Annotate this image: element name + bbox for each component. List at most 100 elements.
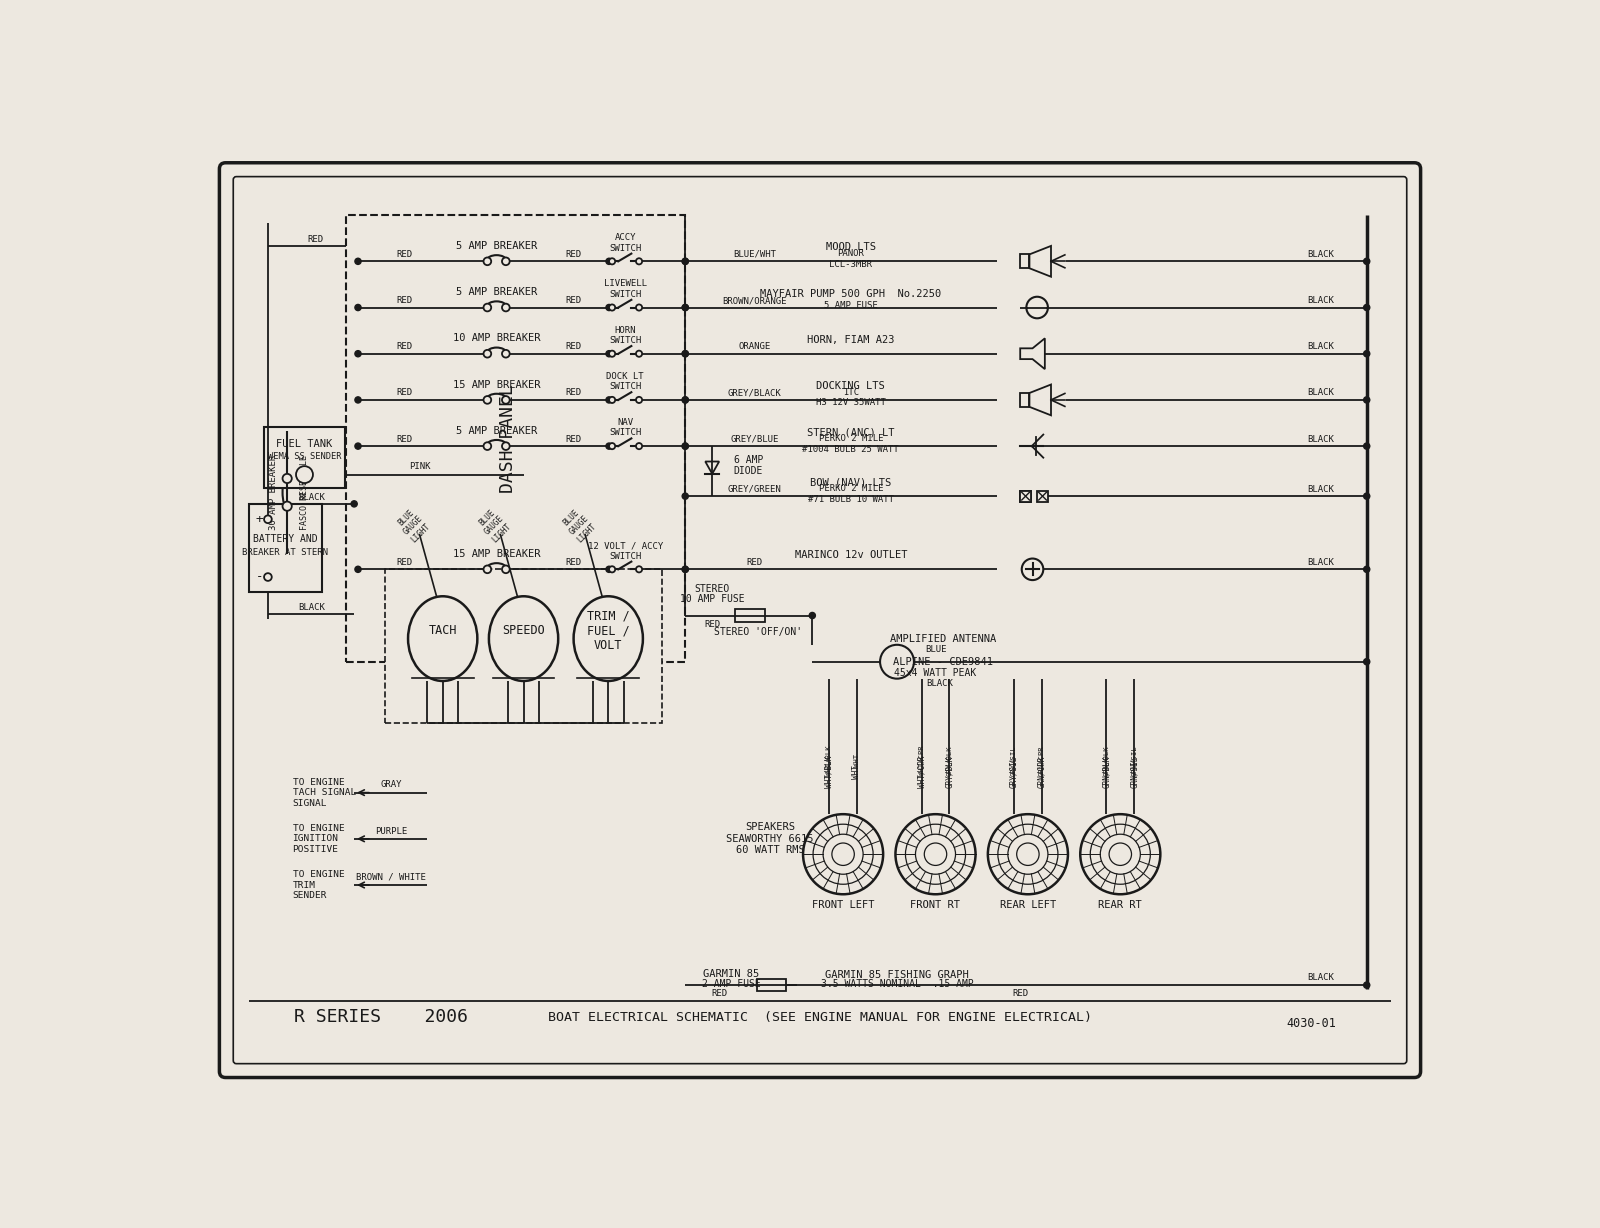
Circle shape <box>635 305 642 311</box>
Text: DOCKING LTS: DOCKING LTS <box>816 381 885 391</box>
Circle shape <box>355 443 362 449</box>
Text: BLACK: BLACK <box>298 494 325 502</box>
Circle shape <box>832 842 854 866</box>
Text: GARMIN 85 FISHING GRAPH: GARMIN 85 FISHING GRAPH <box>826 970 970 980</box>
Text: BOW (NAV) LTS: BOW (NAV) LTS <box>810 478 891 488</box>
Text: GRN/BLK: GRN/BLK <box>1102 755 1110 788</box>
Text: 10 AMP FUSE: 10 AMP FUSE <box>680 593 744 604</box>
Text: PERKO 2 MILE
#71 BULB 10 WATT: PERKO 2 MILE #71 BULB 10 WATT <box>808 484 894 503</box>
Text: PANOR
LCL-3MBR: PANOR LCL-3MBR <box>829 249 872 269</box>
Circle shape <box>1026 297 1048 318</box>
Circle shape <box>1101 834 1141 874</box>
Text: RED: RED <box>397 435 413 443</box>
Circle shape <box>635 258 642 264</box>
Text: HORN, FIAM A23: HORN, FIAM A23 <box>806 335 894 345</box>
Circle shape <box>987 814 1067 894</box>
Text: NAV
SWITCH: NAV SWITCH <box>610 418 642 437</box>
Text: RED: RED <box>565 435 582 443</box>
Circle shape <box>810 613 816 619</box>
Text: TACH: TACH <box>429 624 458 637</box>
Text: 15 AMP BREAKER: 15 AMP BREAKER <box>453 379 541 389</box>
Circle shape <box>1363 258 1370 264</box>
Circle shape <box>502 350 510 357</box>
Text: BLACK: BLACK <box>1307 558 1334 567</box>
Circle shape <box>1363 566 1370 572</box>
Ellipse shape <box>490 597 558 682</box>
Text: BLACK: BLACK <box>1307 388 1334 398</box>
Text: SPEAKERS
SEAWORTHY 6615
60 WATT RMS: SPEAKERS SEAWORTHY 6615 60 WATT RMS <box>726 823 814 856</box>
Circle shape <box>606 566 613 572</box>
Text: REAR LEFT: REAR LEFT <box>1000 900 1056 910</box>
Text: 4030-01: 4030-01 <box>1286 1017 1336 1030</box>
Text: GREY/BLACK: GREY/BLACK <box>728 388 781 398</box>
Circle shape <box>483 442 491 449</box>
Bar <box>1037 491 1048 501</box>
Circle shape <box>502 565 510 573</box>
Text: ORANGE: ORANGE <box>739 343 771 351</box>
Circle shape <box>682 258 688 264</box>
Ellipse shape <box>574 597 643 682</box>
Circle shape <box>606 397 613 403</box>
Polygon shape <box>1029 246 1051 276</box>
Circle shape <box>502 303 510 312</box>
Circle shape <box>283 501 291 511</box>
Circle shape <box>682 443 688 449</box>
Text: MARINCO 12v OUTLET: MARINCO 12v OUTLET <box>795 550 907 560</box>
Text: REAR RT: REAR RT <box>1099 900 1142 910</box>
Circle shape <box>813 824 874 884</box>
Text: BLUE/WHT: BLUE/WHT <box>733 249 776 259</box>
Text: 5 AMP BREAKER: 5 AMP BREAKER <box>456 241 538 251</box>
Circle shape <box>1363 982 1370 989</box>
Bar <box>347 215 685 662</box>
Text: TRIM /
FUEL /
VOLT: TRIM / FUEL / VOLT <box>587 609 630 652</box>
Circle shape <box>606 258 613 264</box>
Text: FRONT RT: FRONT RT <box>910 900 960 910</box>
Bar <box>757 979 786 991</box>
Circle shape <box>635 566 642 572</box>
Circle shape <box>483 350 491 357</box>
Text: WHT: WHT <box>853 765 861 779</box>
Text: 45x4 WATT PEAK: 45x4 WATT PEAK <box>894 668 976 678</box>
Text: GRN/CPR: GRN/CPR <box>1038 745 1045 776</box>
Circle shape <box>502 397 510 404</box>
Circle shape <box>1363 305 1370 311</box>
Circle shape <box>880 645 914 679</box>
Circle shape <box>1022 559 1043 580</box>
Text: RED: RED <box>1013 989 1029 998</box>
Circle shape <box>635 443 642 449</box>
Text: AMPLIFIED ANTENNA: AMPLIFIED ANTENNA <box>890 634 997 643</box>
Text: TO ENGINE
TRIM
SENDER: TO ENGINE TRIM SENDER <box>293 871 344 900</box>
Text: STEREO 'OFF/ON': STEREO 'OFF/ON' <box>714 628 803 637</box>
Circle shape <box>998 824 1058 884</box>
Circle shape <box>682 351 688 357</box>
Circle shape <box>635 397 642 403</box>
Circle shape <box>906 824 965 884</box>
Circle shape <box>1109 842 1131 866</box>
Circle shape <box>483 397 491 404</box>
Text: BREAKER AT STERN: BREAKER AT STERN <box>242 548 328 558</box>
Text: BROWN/ORANGE: BROWN/ORANGE <box>722 296 787 305</box>
Text: BLACK: BLACK <box>298 603 325 613</box>
Circle shape <box>355 397 362 403</box>
Text: WHT/BLK: WHT/BLK <box>824 755 834 788</box>
Bar <box>264 427 346 489</box>
Circle shape <box>355 305 362 311</box>
Text: MOOD LTS: MOOD LTS <box>826 242 875 253</box>
Circle shape <box>264 516 272 523</box>
Text: BLUE
GAUGE
LIGHT: BLUE GAUGE LIGHT <box>560 507 598 544</box>
Text: WEMA SS SENDER: WEMA SS SENDER <box>267 452 341 460</box>
Text: SPEEDO: SPEEDO <box>502 624 546 637</box>
Text: WHT/BLK: WHT/BLK <box>826 745 832 776</box>
Text: 5 AMP FUSE: 5 AMP FUSE <box>824 301 878 309</box>
Text: DASH PANEL: DASH PANEL <box>499 384 517 492</box>
Text: GRN/SIL: GRN/SIL <box>1131 745 1138 776</box>
Text: GREY/GREEN: GREY/GREEN <box>728 485 781 494</box>
Circle shape <box>1080 814 1160 894</box>
Circle shape <box>682 397 688 403</box>
Text: BLACK: BLACK <box>1307 296 1334 305</box>
Circle shape <box>1008 834 1048 874</box>
Circle shape <box>1363 351 1370 357</box>
Text: WHT/CPR: WHT/CPR <box>917 755 926 788</box>
Bar <box>248 503 322 592</box>
Bar <box>1021 491 1030 501</box>
